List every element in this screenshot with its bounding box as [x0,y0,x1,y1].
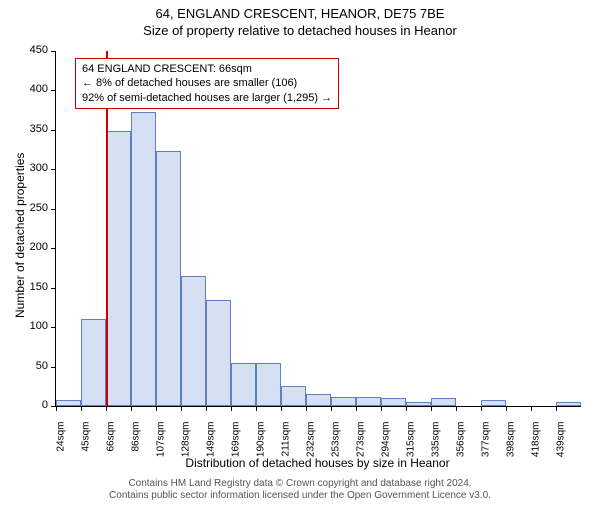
histogram-bar [331,397,356,406]
histogram-bar [56,400,81,406]
info-line-2: ← 8% of detached houses are smaller (106… [82,76,332,90]
y-tick [51,327,56,328]
histogram-bar [256,363,281,406]
page-title: 64, ENGLAND CRESCENT, HEANOR, DE75 7BE [0,6,600,21]
histogram-bar [306,394,331,406]
x-tick [556,406,557,411]
y-tick [51,90,56,91]
y-tick [51,209,56,210]
x-tick [306,406,307,411]
info-box: 64 ENGLAND CRESCENT: 66sqm ← 8% of detac… [75,58,339,109]
y-tick [51,367,56,368]
footer-line-2: Contains public sector information licen… [0,490,600,502]
y-tick-label: 450 [18,44,48,56]
x-tick [381,406,382,411]
footer: Contains HM Land Registry data © Crown c… [0,478,600,502]
y-tick-label: 300 [18,162,48,174]
histogram-bar [381,398,406,406]
x-tick [331,406,332,411]
y-tick [51,51,56,52]
x-tick [131,406,132,411]
x-tick [256,406,257,411]
x-tick [106,406,107,411]
x-axis-label: Distribution of detached houses by size … [55,456,580,470]
y-tick-label: 150 [18,281,48,293]
x-tick [181,406,182,411]
y-tick-label: 400 [18,83,48,95]
info-line-3: 92% of semi-detached houses are larger (… [82,91,332,105]
histogram-bar [481,400,506,406]
histogram-bar [131,112,156,406]
histogram-bar [106,131,131,406]
x-tick [506,406,507,411]
page-subtitle: Size of property relative to detached ho… [0,23,600,38]
x-tick [456,406,457,411]
x-tick [281,406,282,411]
y-tick-label: 50 [18,360,48,372]
x-tick [431,406,432,411]
y-tick-label: 250 [18,202,48,214]
y-tick-label: 100 [18,320,48,332]
x-tick [406,406,407,411]
x-tick [231,406,232,411]
histogram-bar [356,397,381,406]
footer-line-1: Contains HM Land Registry data © Crown c… [0,478,600,490]
histogram-bar [206,300,231,407]
chart-container: 64, ENGLAND CRESCENT, HEANOR, DE75 7BE S… [0,6,600,506]
histogram-bar [556,402,581,406]
y-tick [51,169,56,170]
y-tick [51,288,56,289]
y-tick-label: 200 [18,241,48,253]
histogram-bar [281,386,306,406]
x-tick [81,406,82,411]
x-tick [356,406,357,411]
histogram-bar [231,363,256,406]
x-tick [481,406,482,411]
x-tick [56,406,57,411]
x-tick [206,406,207,411]
x-tick [156,406,157,411]
histogram-bar [406,402,431,406]
y-tick-label: 0 [18,399,48,411]
histogram-bar [431,398,456,406]
y-tick [51,130,56,131]
y-tick-label: 350 [18,123,48,135]
info-line-1: 64 ENGLAND CRESCENT: 66sqm [82,62,332,76]
histogram-bar [156,151,181,406]
y-tick [51,248,56,249]
histogram-bar [181,276,206,406]
histogram-bar [81,319,106,406]
x-tick [531,406,532,411]
